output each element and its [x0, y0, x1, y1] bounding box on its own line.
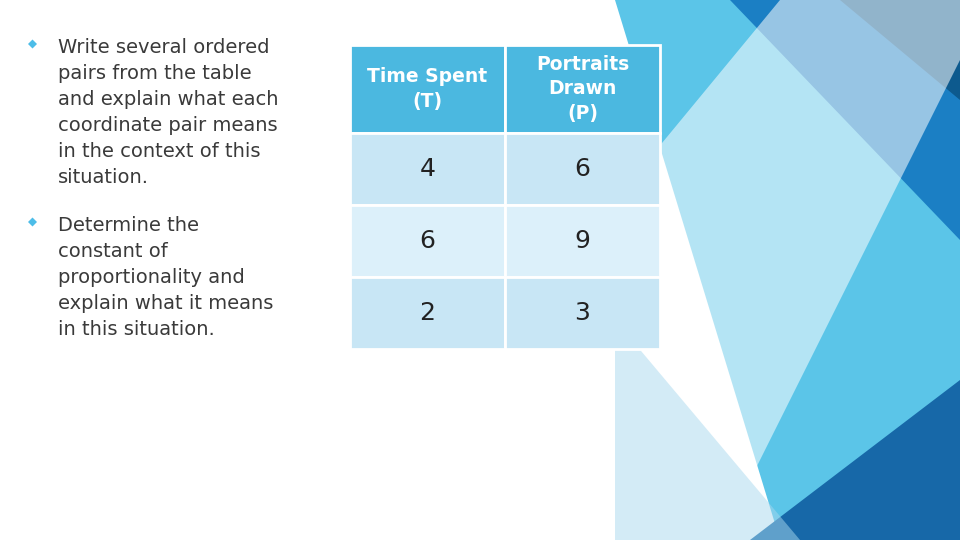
Text: 2: 2: [420, 301, 436, 325]
Bar: [350, 205, 505, 277]
Bar: [350, 133, 505, 205]
Text: coordinate pair means: coordinate pair means: [58, 116, 277, 135]
Text: Portraits
Drawn
(P): Portraits Drawn (P): [536, 55, 629, 124]
Bar: [350, 45, 505, 133]
Text: and explain what each: and explain what each: [58, 90, 278, 109]
Text: explain what it means: explain what it means: [58, 294, 274, 313]
Bar: [350, 277, 505, 349]
Bar: [505, 205, 660, 277]
Bar: [505, 133, 660, 205]
Text: Time Spent
(T): Time Spent (T): [368, 67, 488, 111]
Text: Determine the: Determine the: [58, 216, 199, 235]
Text: situation.: situation.: [58, 168, 149, 187]
Polygon shape: [28, 39, 37, 49]
Text: Write several ordered: Write several ordered: [58, 38, 270, 57]
Polygon shape: [840, 0, 960, 100]
Polygon shape: [750, 380, 960, 540]
Polygon shape: [730, 0, 960, 240]
Text: in the context of this: in the context of this: [58, 142, 260, 161]
Bar: [505, 277, 660, 349]
Polygon shape: [28, 218, 37, 226]
Text: 3: 3: [575, 301, 590, 325]
Text: 6: 6: [420, 229, 436, 253]
Bar: [505, 45, 660, 133]
Polygon shape: [615, 0, 960, 540]
Text: in this situation.: in this situation.: [58, 320, 215, 339]
Polygon shape: [615, 0, 960, 540]
Text: constant of: constant of: [58, 242, 168, 261]
Text: 9: 9: [575, 229, 590, 253]
Polygon shape: [615, 320, 800, 540]
Text: 6: 6: [574, 157, 590, 181]
Text: pairs from the table: pairs from the table: [58, 64, 252, 83]
Text: 4: 4: [420, 157, 436, 181]
Text: proportionality and: proportionality and: [58, 268, 245, 287]
